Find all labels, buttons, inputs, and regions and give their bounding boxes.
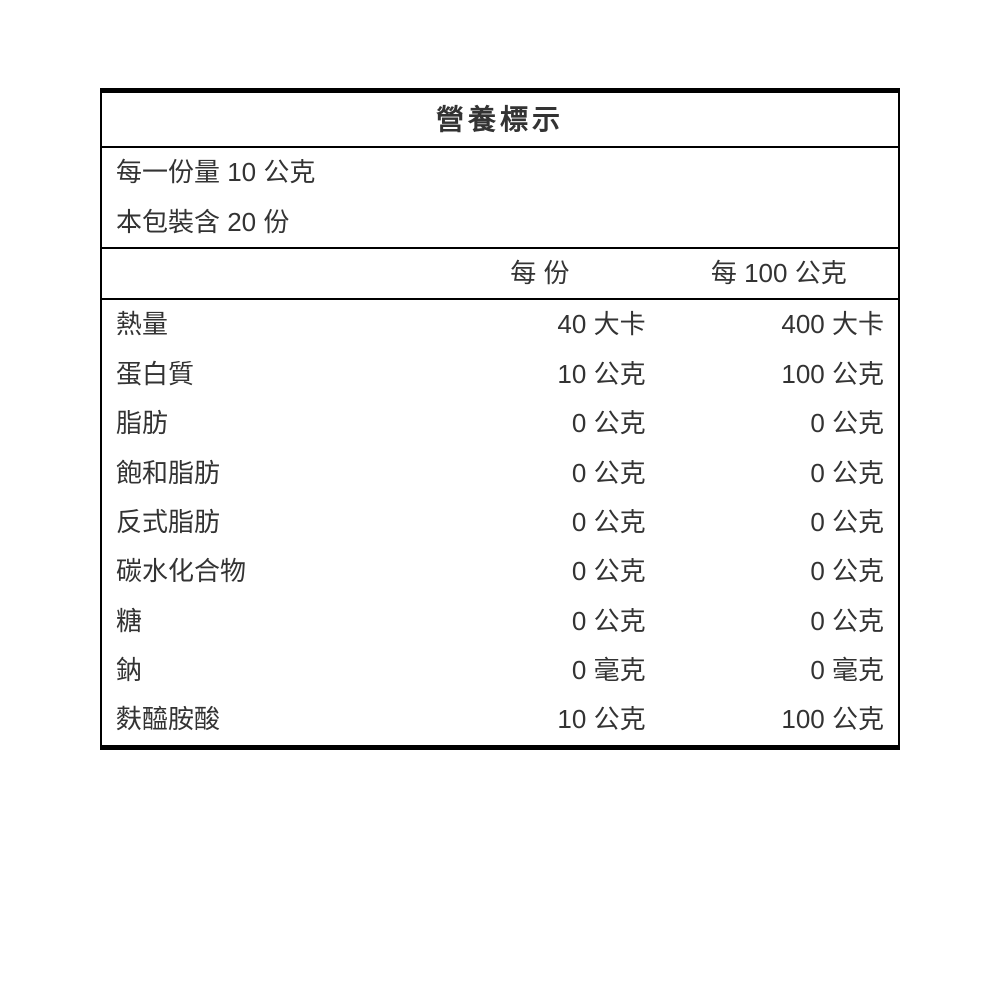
nutrient-name: 飽和脂肪 (101, 449, 420, 498)
per-serving-value: 0 毫克 (420, 646, 659, 695)
per-serving-value: 10 公克 (420, 695, 659, 747)
servings-per-package: 本包裝含 20 份 (116, 198, 884, 247)
nutrient-name: 熱量 (101, 299, 420, 349)
table-row: 飽和脂肪 0 公克 0 公克 (101, 449, 899, 498)
per-100g-value: 400 大卡 (660, 299, 899, 349)
table-row: 糖 0 公克 0 公克 (101, 597, 899, 646)
table-row: 麩醯胺酸 10 公克 100 公克 (101, 695, 899, 747)
table-row: 脂肪 0 公克 0 公克 (101, 399, 899, 448)
nutrient-name: 碳水化合物 (101, 547, 420, 596)
header-per-serving: 每 份 (420, 248, 659, 299)
table-row: 反式脂肪 0 公克 0 公克 (101, 498, 899, 547)
serving-info: 每一份量 10 公克 本包裝含 20 份 (101, 147, 899, 248)
per-100g-value: 0 公克 (660, 449, 899, 498)
per-100g-value: 100 公克 (660, 350, 899, 399)
per-serving-value: 0 公克 (420, 597, 659, 646)
table-row: 鈉 0 毫克 0 毫克 (101, 646, 899, 695)
nutrient-name: 鈉 (101, 646, 420, 695)
per-100g-value: 0 公克 (660, 547, 899, 596)
per-serving-value: 0 公克 (420, 498, 659, 547)
header-empty (101, 248, 420, 299)
per-serving-value: 0 公克 (420, 547, 659, 596)
table-row: 碳水化合物 0 公克 0 公克 (101, 547, 899, 596)
per-serving-value: 10 公克 (420, 350, 659, 399)
nutrient-name: 脂肪 (101, 399, 420, 448)
per-serving-value: 40 大卡 (420, 299, 659, 349)
table-title: 營養標示 (101, 91, 899, 148)
table-row: 熱量 40 大卡 400 大卡 (101, 299, 899, 349)
nutrition-facts-table: 營養標示 每一份量 10 公克 本包裝含 20 份 每 份 每 100 公克 熱… (100, 88, 900, 750)
per-serving-value: 0 公克 (420, 399, 659, 448)
table-row: 蛋白質 10 公克 100 公克 (101, 350, 899, 399)
nutrient-name: 反式脂肪 (101, 498, 420, 547)
per-100g-value: 0 公克 (660, 498, 899, 547)
nutrient-name: 糖 (101, 597, 420, 646)
nutrient-name: 麩醯胺酸 (101, 695, 420, 747)
header-per-100g: 每 100 公克 (660, 248, 899, 299)
serving-size: 每一份量 10 公克 (116, 148, 884, 197)
per-100g-value: 0 毫克 (660, 646, 899, 695)
per-serving-value: 0 公克 (420, 449, 659, 498)
per-100g-value: 0 公克 (660, 597, 899, 646)
per-100g-value: 0 公克 (660, 399, 899, 448)
per-100g-value: 100 公克 (660, 695, 899, 747)
nutrient-name: 蛋白質 (101, 350, 420, 399)
